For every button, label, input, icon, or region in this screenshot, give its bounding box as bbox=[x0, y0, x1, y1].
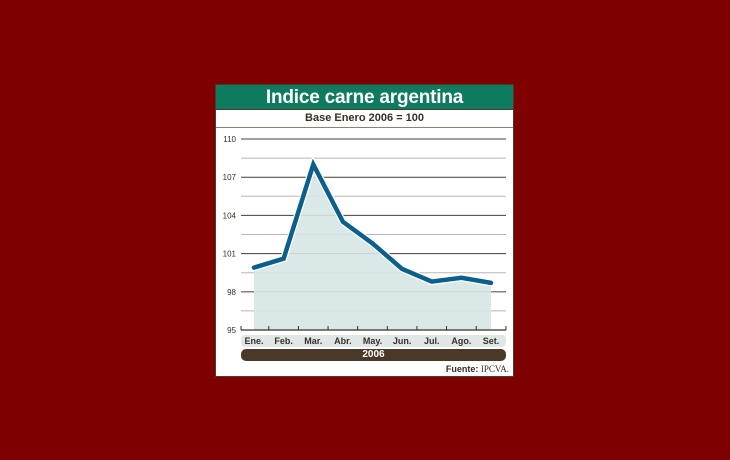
y-tick-label: 110 bbox=[223, 135, 236, 144]
chart-subtitle: Base Enero 2006 = 100 bbox=[305, 112, 424, 124]
x-tick-label: Set. bbox=[482, 336, 500, 346]
x-tick-label: Abr. bbox=[334, 336, 352, 346]
y-tick-label: 95 bbox=[227, 326, 236, 335]
x-tick-label: Jul. bbox=[423, 336, 440, 346]
y-tick-label: 98 bbox=[227, 288, 236, 297]
line-chart: 95 98 101 104 107 110 bbox=[223, 135, 507, 335]
x-tick-label: Jun. bbox=[392, 336, 412, 346]
x-tick-label: Ene. bbox=[244, 336, 264, 346]
chart-title: Indice carne argentina bbox=[216, 85, 513, 110]
year-bar: 2006 bbox=[241, 349, 506, 361]
x-tick-label: Mar. bbox=[304, 336, 323, 346]
x-tick-label: May. bbox=[362, 336, 383, 346]
data-line bbox=[251, 158, 494, 286]
y-tick-label: 107 bbox=[223, 173, 237, 182]
chart-frame: Indice carne argentina Base Enero 2006 =… bbox=[215, 84, 514, 377]
subtitle-divider bbox=[216, 127, 513, 128]
source-note: Fuente: IPCVA. bbox=[446, 364, 509, 374]
x-axis bbox=[240, 326, 507, 331]
source-label: Fuente: bbox=[445, 364, 479, 374]
y-tick-label: 101 bbox=[223, 250, 237, 259]
source-name: IPCVA. bbox=[480, 364, 509, 374]
y-tick-label: 104 bbox=[223, 211, 237, 220]
month-labels-band: Ene. Feb. Mar. Abr. May. Jun. Jul. Ago. Set. bbox=[241, 335, 506, 347]
x-tick-label: Ago. bbox=[451, 336, 472, 346]
x-tick-label: Feb. bbox=[274, 336, 293, 346]
y-axis-labels: 95 98 101 104 107 110 bbox=[223, 135, 237, 335]
